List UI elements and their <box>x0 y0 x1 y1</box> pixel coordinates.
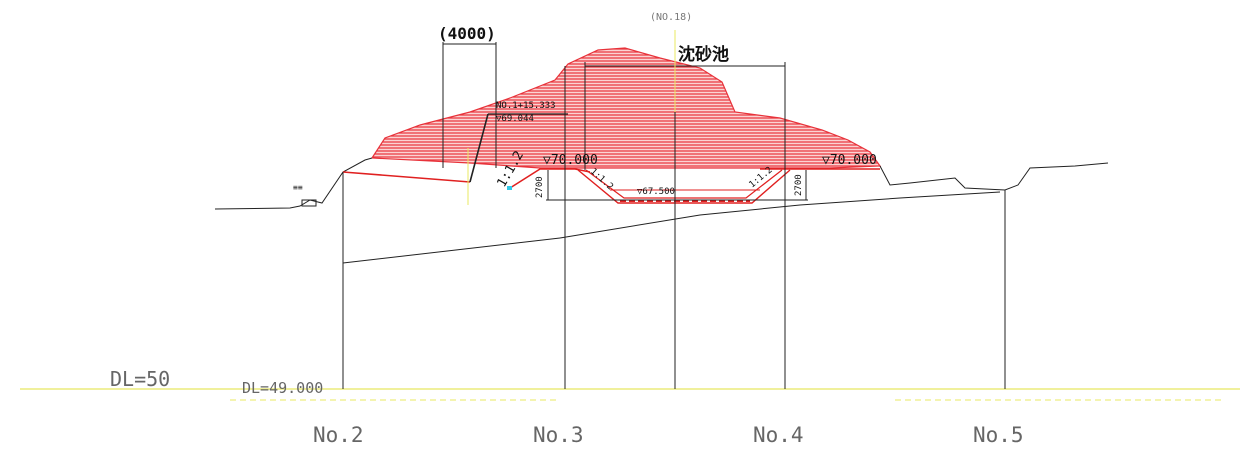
small-structure <box>301 199 317 207</box>
lower-ground-line <box>342 237 561 264</box>
depth-right-label: 2700 <box>794 174 804 196</box>
pond-outline-inner <box>585 169 783 199</box>
depth-left-label: 2700 <box>535 176 545 198</box>
facility-label: 沈砂池 <box>678 44 729 65</box>
point-elev: ▽69.044 <box>496 114 534 124</box>
fill-mound <box>370 47 882 169</box>
crest-left-elev: ▽70.000 <box>543 153 598 168</box>
design-crest-line <box>509 168 591 189</box>
station-label-no4: No.4 <box>753 423 804 447</box>
width-dim-label: (4000) <box>438 24 496 43</box>
design-line-left <box>342 171 471 183</box>
station-label-no2: No.2 <box>313 423 364 447</box>
station-ref: (NO.18) <box>650 12 692 23</box>
point-station: NO.1+15.333 <box>496 101 556 111</box>
small-mark: ≡≡ <box>293 183 303 192</box>
datum-sub-label: DL=49.000 <box>242 379 323 397</box>
crest-right-elev: ▽70.000 <box>822 153 877 168</box>
bottom-elev: ▽67.500 <box>637 187 675 197</box>
station-label-no5: No.5 <box>973 423 1024 447</box>
station-label-no3: No.3 <box>533 423 584 447</box>
existing-ground-right <box>879 162 1109 191</box>
leader-left <box>469 113 489 183</box>
datum-main-label: DL=50 <box>110 367 170 391</box>
lower-ground-line-2 <box>559 191 1001 239</box>
pond-outline-outer <box>577 169 791 204</box>
cyan-marker <box>507 186 512 190</box>
